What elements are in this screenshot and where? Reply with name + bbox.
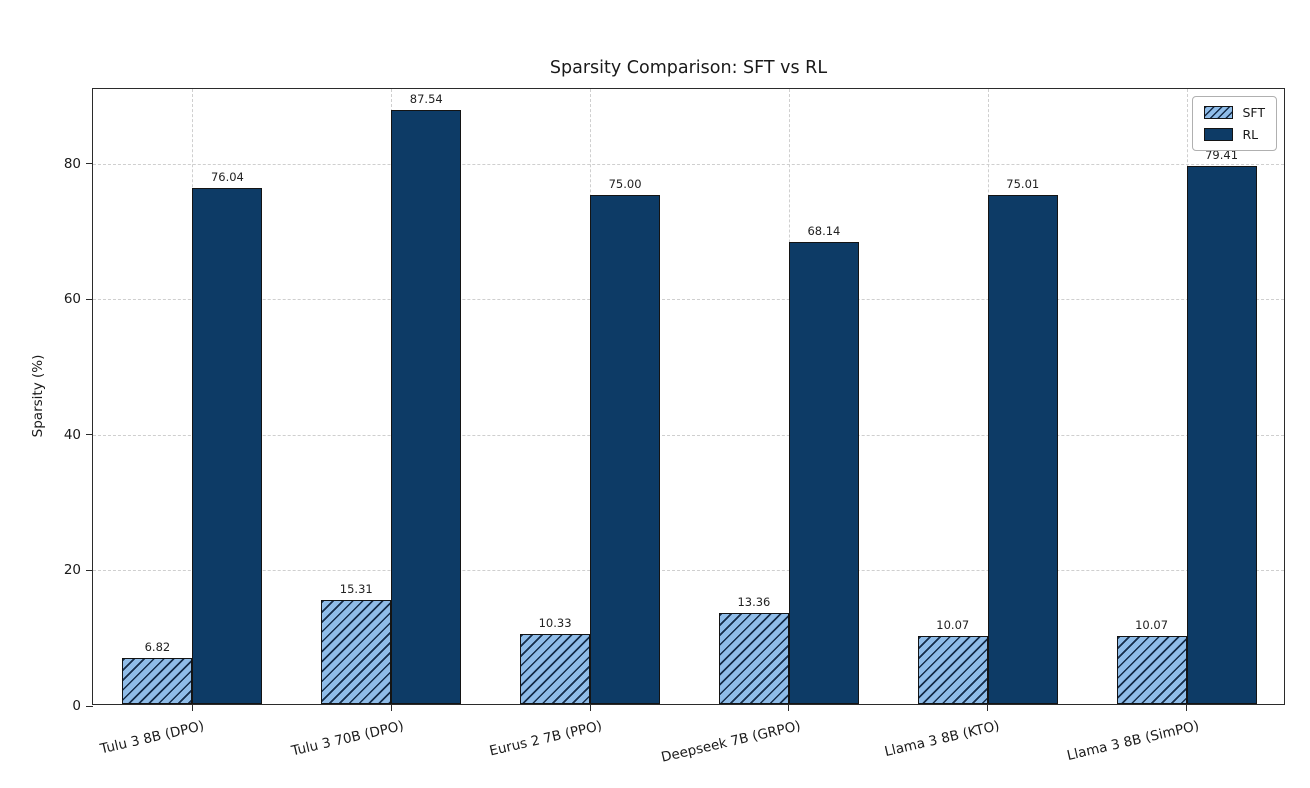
x-tick-mark — [1186, 704, 1188, 711]
legend-swatch-sft — [1204, 106, 1234, 119]
y-gridline — [93, 570, 1284, 572]
x-tick-label: Eurus 2 7B (PPO) — [488, 718, 604, 760]
bar-value-label-rl-1: 87.54 — [409, 92, 443, 107]
bar-value-label-rl-4: 75.01 — [1006, 177, 1040, 192]
bar-sft-1 — [321, 600, 392, 704]
y-tick-label: 0 — [72, 698, 81, 714]
x-tick-mark — [987, 704, 989, 711]
x-tick-mark — [390, 704, 392, 711]
legend: SFT RL — [1192, 96, 1277, 151]
legend-item-sft: SFT — [1204, 105, 1265, 120]
x-tick-mark — [191, 704, 193, 711]
bar-value-label-rl-0: 76.04 — [210, 170, 244, 185]
y-tick-mark — [86, 298, 93, 300]
bar-value-label-sft-1: 15.31 — [339, 582, 373, 597]
bar-value-label-sft-3: 13.36 — [737, 595, 771, 610]
chart-title: Sparsity Comparison: SFT vs RL — [549, 58, 828, 78]
x-tick-label: Llama 3 8B (SimPO) — [1064, 718, 1201, 764]
y-tick-mark — [86, 705, 93, 707]
bar-rl-5 — [1186, 165, 1257, 704]
x-tick-label: Tulu 3 70B (DPO) — [289, 718, 405, 760]
bar-value-label-sft-5: 10.07 — [1135, 617, 1169, 632]
y-tick-mark — [86, 163, 93, 165]
bar-value-label-sft-0: 6.82 — [144, 639, 171, 654]
x-tick-mark — [589, 704, 591, 711]
bar-rl-0 — [192, 188, 263, 704]
legend-swatch-rl — [1204, 128, 1234, 141]
bar-rl-2 — [590, 195, 661, 704]
bar-sft-5 — [1116, 635, 1187, 704]
bar-rl-4 — [987, 195, 1058, 704]
legend-label-sft: SFT — [1242, 105, 1265, 120]
bar-sft-4 — [917, 635, 988, 704]
y-gridline — [93, 434, 1284, 436]
y-tick-label: 80 — [63, 155, 81, 172]
bar-value-label-sft-2: 10.33 — [538, 615, 572, 630]
x-tick-mark — [788, 704, 790, 711]
bar-value-label-rl-5: 79.41 — [1205, 147, 1239, 162]
plot-area: SFT RL 0 20 40 60 80 Tulu 3 8B (DPO) Tulu 3 70B… — [64, 88, 1285, 766]
y-tick-mark — [86, 569, 93, 571]
y-tick-label: 40 — [63, 426, 81, 443]
bar-sft-3 — [718, 613, 789, 704]
y-tick-mark — [86, 434, 93, 436]
x-tick-label: Deepseek 7B (GRPO) — [659, 718, 803, 766]
bar-sft-2 — [520, 633, 591, 704]
y-tick-label: 20 — [63, 562, 81, 579]
y-gridline — [93, 299, 1284, 301]
bar-rl-1 — [391, 110, 462, 704]
bar-value-label-rl-3: 68.14 — [807, 223, 841, 238]
legend-label-rl: RL — [1242, 127, 1259, 142]
bar-value-label-sft-4: 10.07 — [936, 617, 970, 632]
bar-value-label-rl-2: 75.00 — [608, 177, 642, 192]
bar-sft-0 — [122, 657, 193, 704]
legend-item-rl: RL — [1204, 127, 1265, 142]
y-tick-label: 60 — [63, 291, 81, 308]
y-gridline — [93, 163, 1284, 165]
x-tick-label: Tulu 3 8B (DPO) — [99, 718, 207, 758]
x-tick-label: Llama 3 8B (KTO) — [883, 718, 1002, 761]
bar-rl-3 — [788, 242, 859, 704]
